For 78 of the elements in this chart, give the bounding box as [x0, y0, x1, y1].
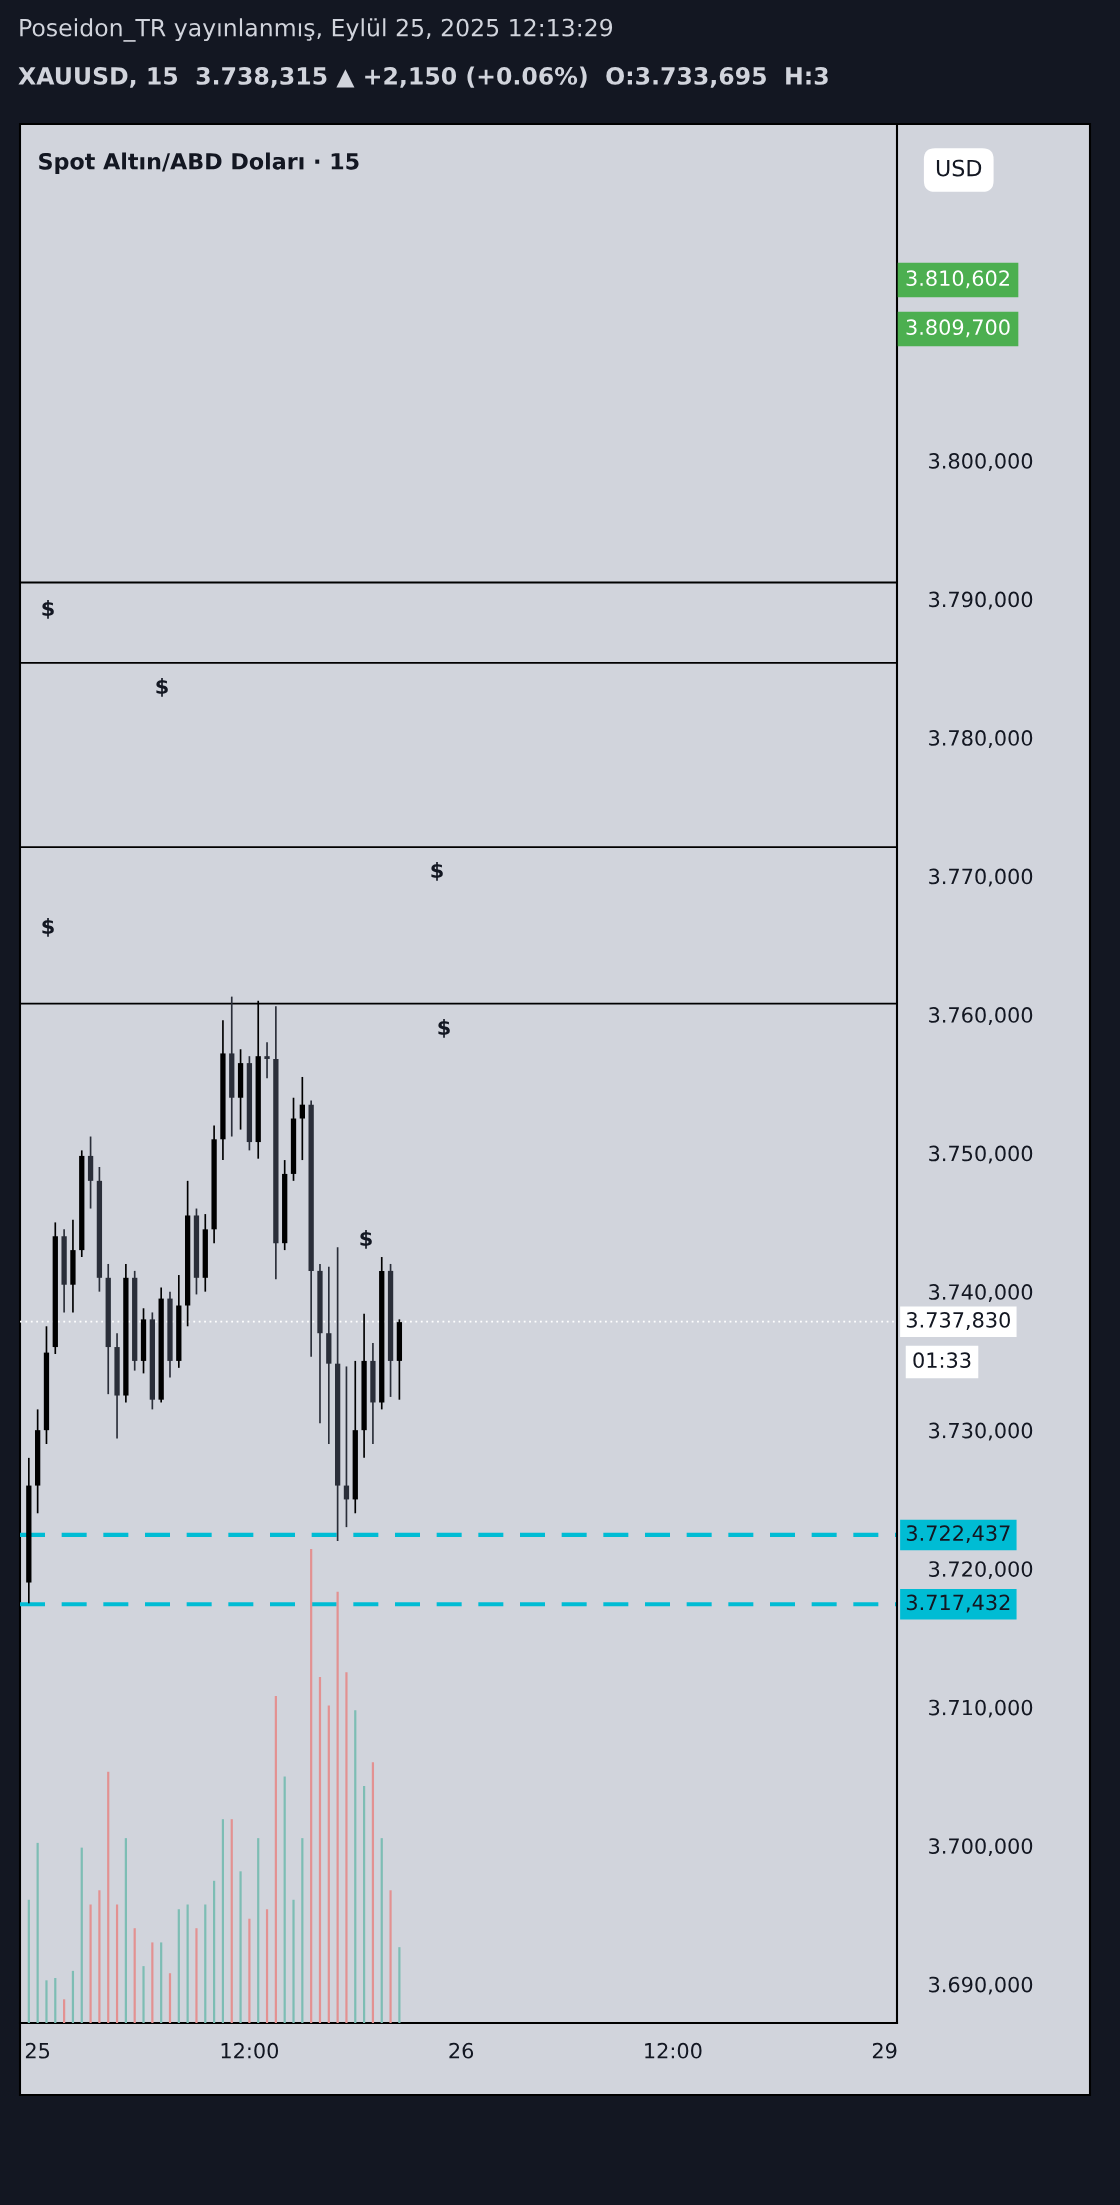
bar [310, 1549, 313, 2023]
bar [168, 1973, 172, 2023]
x-tick-label: 25 [25, 2042, 50, 2059]
ref-line-label: 3.717,432 [906, 1594, 1010, 1613]
bar [239, 1871, 242, 2023]
bar [265, 1909, 269, 2023]
bar [124, 1838, 127, 2023]
bar [71, 1970, 75, 2023]
bar [45, 1980, 48, 2023]
y-tick-label: 3.770,000 [929, 868, 1033, 887]
bar [36, 1842, 39, 2023]
bar [80, 1847, 83, 2023]
bar [213, 1880, 216, 2023]
y-tick-label: 3.790,000 [929, 591, 1033, 610]
annotation: $ [156, 677, 168, 697]
bar [54, 1977, 57, 2023]
y-tick-label: 3.750,000 [929, 1145, 1033, 1164]
bar [345, 1672, 348, 2023]
text: USD [936, 159, 982, 177]
bar [98, 1890, 101, 2023]
x-tick-label: 26 [449, 2042, 474, 2059]
bar [362, 1786, 366, 2023]
x-tick-label: 29 [872, 2042, 897, 2059]
y-tick-label: 3.690,000 [929, 1976, 1033, 1995]
bar [398, 1947, 401, 2023]
y-tick-label: 3.710,000 [929, 1699, 1033, 1718]
bar [274, 1695, 277, 2023]
bar [204, 1904, 207, 2023]
bar [63, 1999, 66, 2023]
text: 3.809,700 [906, 319, 1010, 338]
bar [142, 1966, 145, 2023]
bar [248, 1918, 251, 2023]
y-tick-label: 3.700,000 [929, 1838, 1033, 1857]
bar [151, 1942, 154, 2023]
bar [27, 1899, 30, 2023]
annotation: $ [360, 1229, 372, 1249]
bar [283, 1776, 286, 2023]
candlestick [264, 1041, 270, 1080]
bar [230, 1819, 233, 2023]
y-tick-label: 3.740,000 [929, 1284, 1033, 1302]
y-tick-label: 3.780,000 [929, 730, 1033, 748]
bar [195, 1928, 198, 2023]
bar [257, 1838, 260, 2023]
bar [371, 1762, 375, 2023]
x-tick-label: 12:00 [645, 2042, 702, 2059]
annotation: $ [431, 861, 443, 881]
bar [160, 1942, 163, 2023]
annotation: $ [42, 917, 54, 937]
bar [380, 1838, 383, 2023]
text: XAUUSD, 15 3.738,315 ▲ +2,150 (+0.06%) O:3.733,695 H:3 [18, 66, 828, 88]
y-tick-label: 3.730,000 [929, 1422, 1033, 1441]
y-tick-label: 3.760,000 [929, 1007, 1033, 1025]
bar [389, 1890, 392, 2023]
text: 01:33 [913, 1352, 971, 1369]
bar [327, 1705, 330, 2023]
x-tick-label: 12:00 [221, 2042, 279, 2059]
bar [292, 1899, 295, 2023]
annotation: $ [438, 1018, 450, 1038]
bar [186, 1904, 189, 2023]
bar [107, 1771, 110, 2023]
ref-line-label: 3.737,830 [906, 1312, 1010, 1330]
bar [318, 1676, 322, 2023]
bar [301, 1838, 304, 2023]
bar [177, 1909, 180, 2023]
y-tick-label: 3.800,000 [929, 453, 1033, 471]
bar [354, 1710, 357, 2023]
annotation: $ [42, 599, 54, 619]
y-tick-label: 3.720,000 [929, 1561, 1033, 1580]
text: Poseidon_TR yayınlanmış, Eylül 25, 2025 12:13:29 [20, 18, 613, 42]
candlestick [299, 1076, 305, 1161]
bar [89, 1904, 92, 2023]
text: Spot Altın/ABD Doları · 15 [39, 152, 359, 174]
bar [336, 1591, 339, 2023]
text: 3.810,602 [906, 270, 1009, 289]
ref-line-label: 3.722,437 [906, 1525, 1010, 1544]
bar [115, 1904, 119, 2023]
bar [133, 1928, 136, 2023]
bar [221, 1819, 225, 2023]
